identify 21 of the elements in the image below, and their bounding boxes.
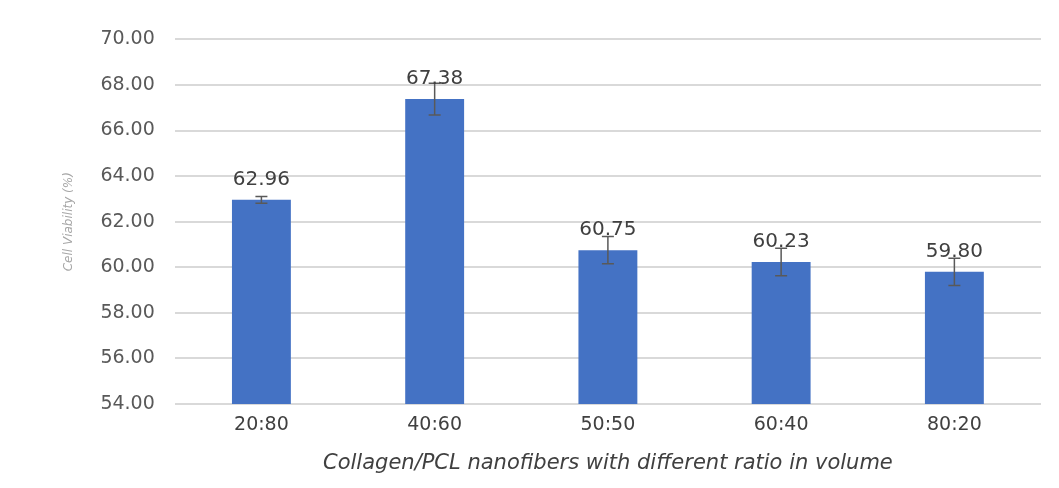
x-tick-label: 80:20	[927, 412, 982, 435]
y-tick-label: 70.00	[100, 26, 155, 49]
y-tick-label: 64.00	[100, 163, 155, 186]
y-tick-label: 54.00	[100, 390, 155, 413]
data-label: 60.75	[579, 216, 637, 241]
x-tick-label: 20:80	[234, 412, 289, 435]
y-tick-label: 58.00	[100, 299, 155, 322]
y-axis-title: Cell Viability (%)	[61, 172, 76, 272]
y-tick-label: 66.00	[100, 117, 155, 140]
x-tick-label: 50:50	[580, 412, 636, 435]
y-tick-label: 56.00	[100, 345, 155, 368]
y-tick-label: 60.00	[100, 254, 155, 277]
data-label: 59.80	[925, 238, 984, 263]
data-label: 67.38	[406, 65, 464, 90]
data-label: 62.96	[232, 166, 291, 191]
x-tick-label: 60:40	[753, 412, 809, 435]
x-tick-label: 40:60	[407, 412, 463, 435]
y-tick-label: 68.00	[100, 71, 155, 94]
y-tick-label: 62.00	[100, 208, 155, 231]
x-axis-title: Collagen/PCL nanofibers with different ratio in volume	[323, 449, 893, 474]
data-label: 60.23	[752, 228, 810, 253]
